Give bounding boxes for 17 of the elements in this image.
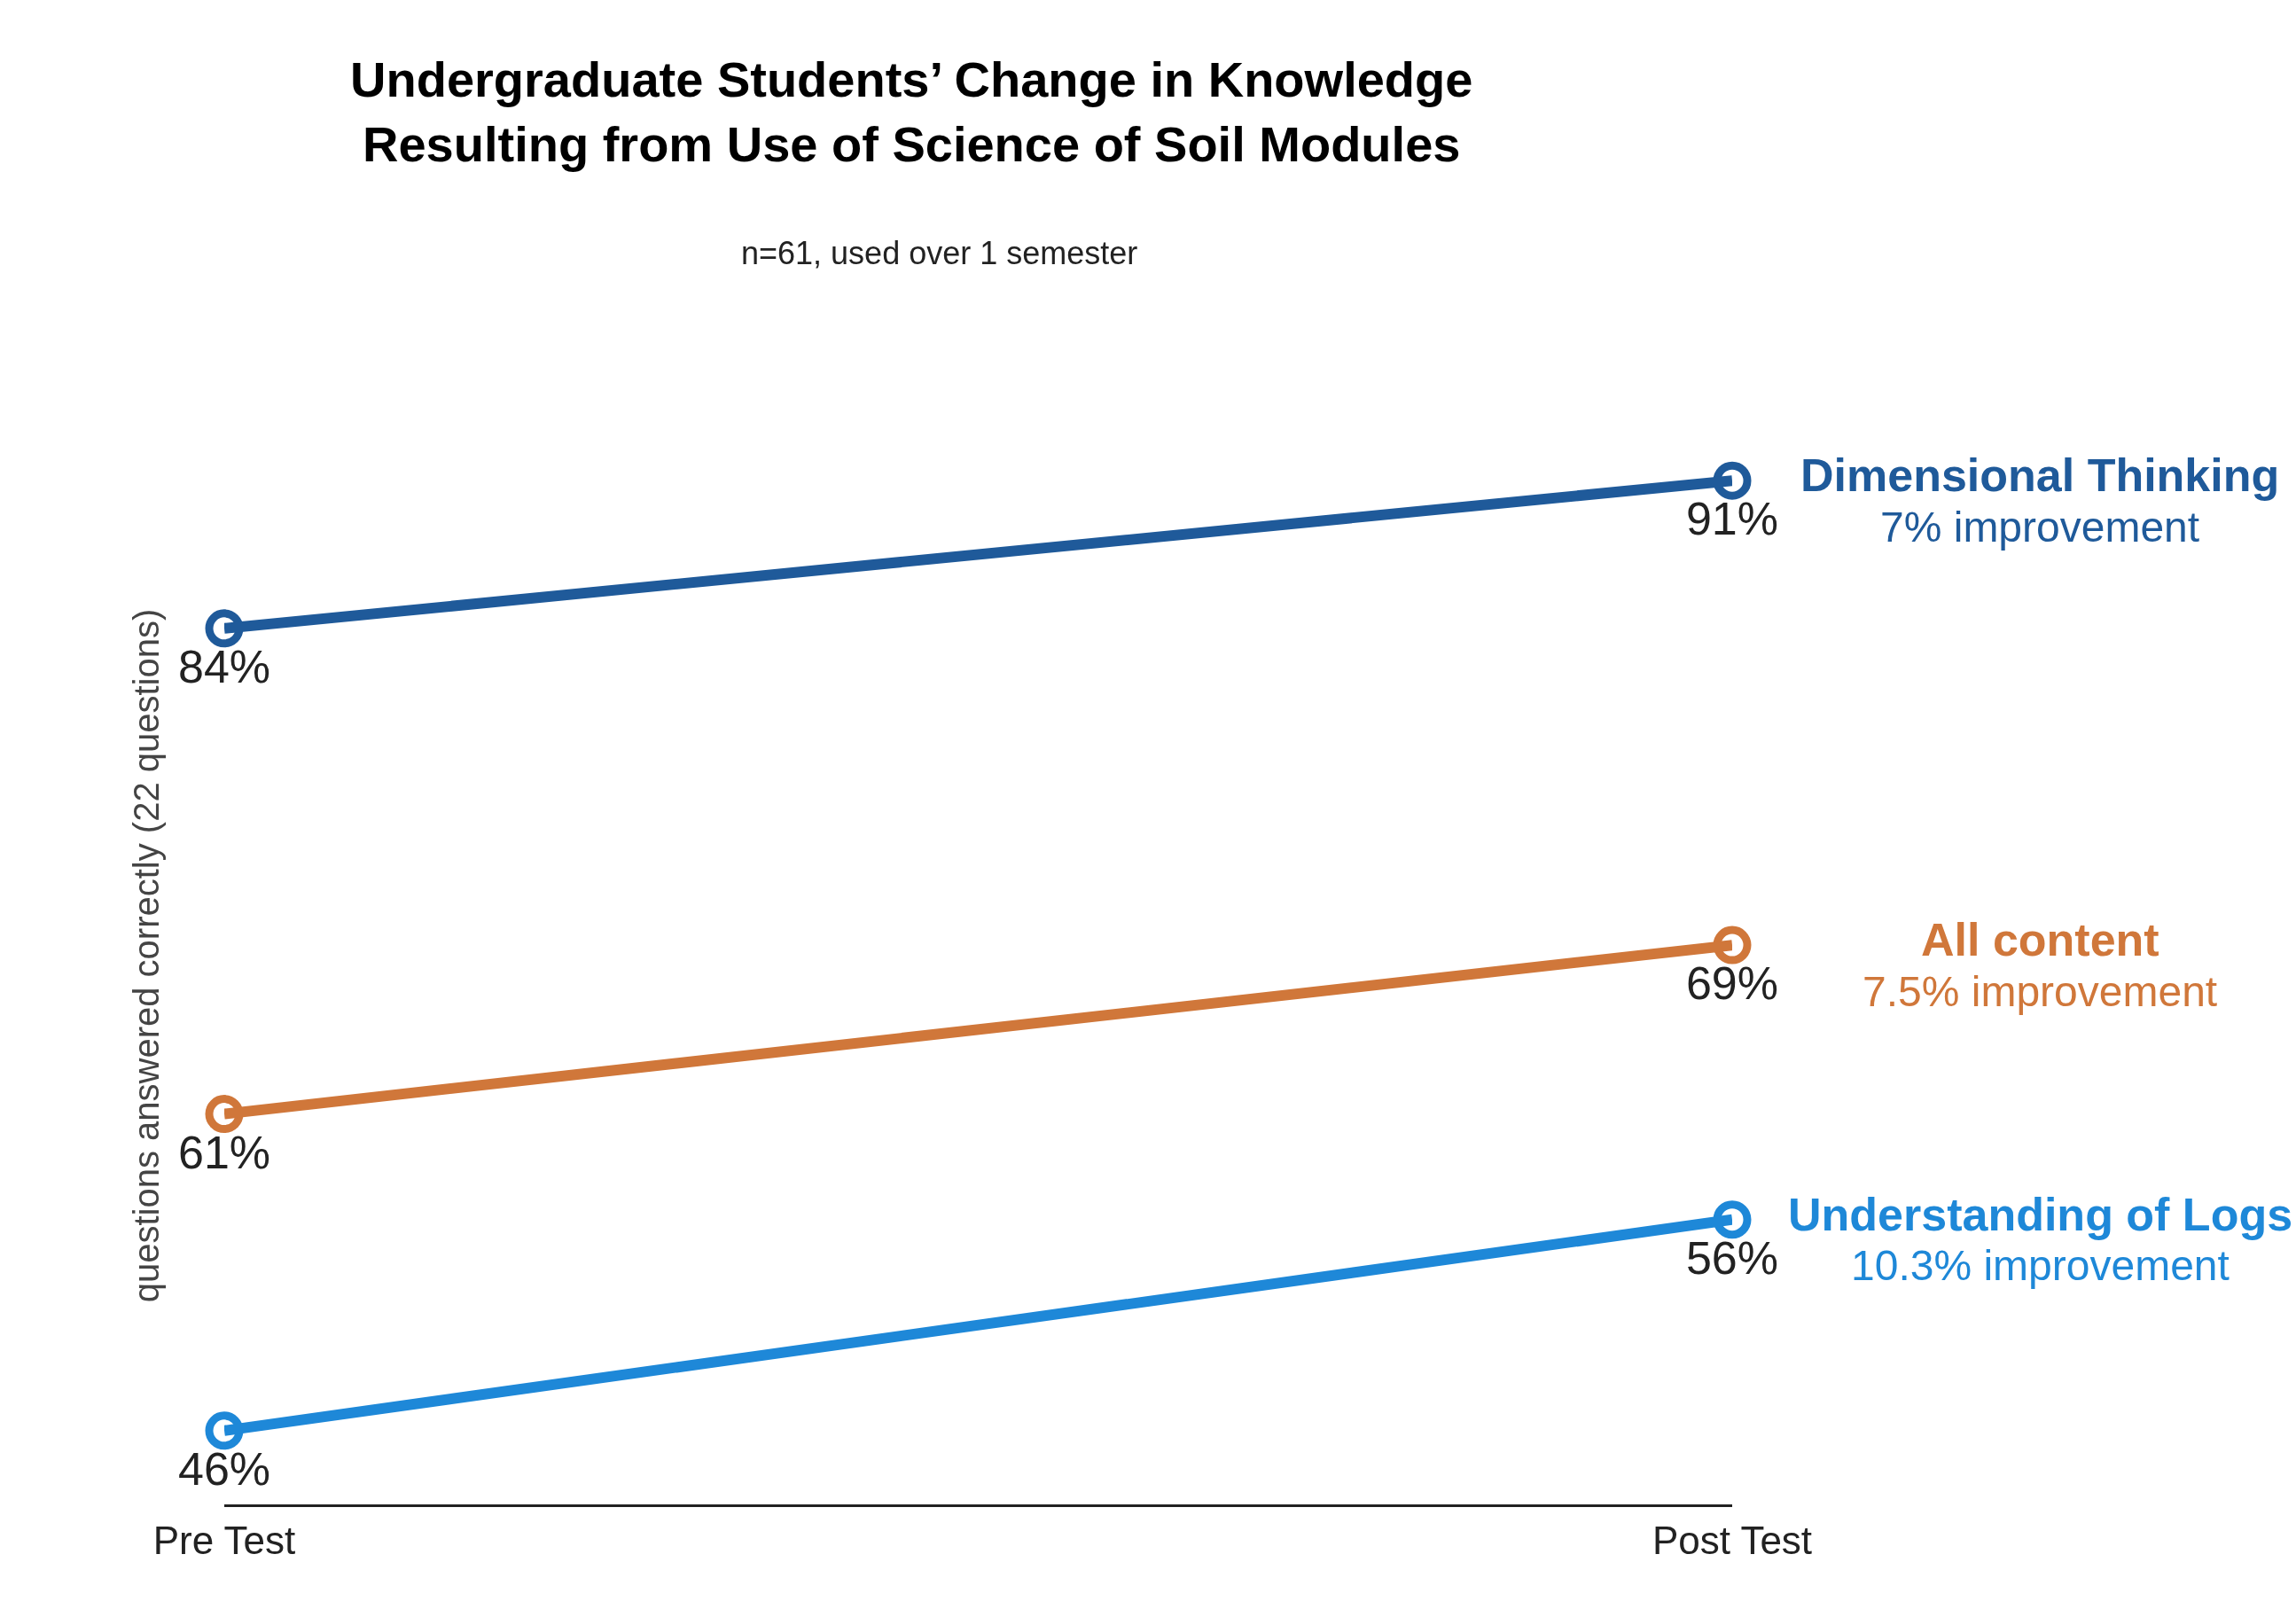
- chart-title: Undergraduate Students’ Change in Knowledge Resulting from Use of Science of Soil Modules: [350, 51, 1473, 172]
- data-label: 46%: [177, 1443, 271, 1496]
- annotation: 7.5% improvement: [1863, 968, 2218, 1015]
- data-label: 69%: [1685, 957, 1779, 1010]
- series-label: Dimensional Thinking: [1800, 449, 2280, 501]
- data-label: 91%: [1685, 493, 1779, 545]
- annotation: 10.3% improvement: [1851, 1242, 2230, 1289]
- series-label: Understanding of Logs: [1788, 1189, 2293, 1240]
- data-label: 56%: [1685, 1231, 1779, 1284]
- text: All content: [1921, 914, 2159, 965]
- data-label: 61%: [177, 1126, 271, 1178]
- chart-subtitle: n=61, used over 1 semester: [741, 235, 1138, 271]
- x-tick-label: Pre Test: [152, 1518, 296, 1562]
- x-tick-label: Post Test: [1652, 1518, 1813, 1562]
- annotation: 7% improvement: [1880, 504, 2200, 551]
- y-axis-title: questions answered correctly (22 questions): [126, 608, 166, 1303]
- data-label: 84%: [177, 641, 271, 693]
